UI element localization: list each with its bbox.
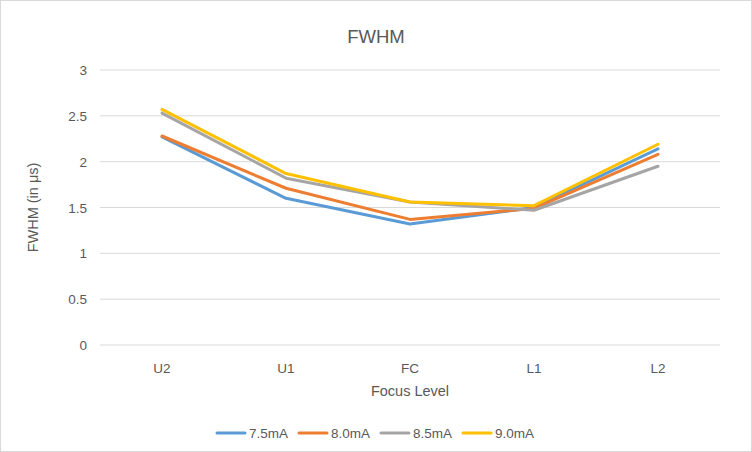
y-axis-title: FWHM (in μs) xyxy=(25,163,41,253)
y-tick-label: 2.5 xyxy=(68,109,87,124)
y-tick-label: 0 xyxy=(79,338,87,353)
x-axis xyxy=(100,345,720,346)
y-tick-label: 2 xyxy=(79,155,87,170)
plot-area xyxy=(162,109,658,224)
background xyxy=(1,1,752,452)
series-line xyxy=(162,113,658,210)
y-tick-label: 1 xyxy=(79,246,87,261)
y-tick-label: 0.5 xyxy=(68,292,87,307)
legend-swatch xyxy=(381,432,409,435)
legend-label: 7.5mA xyxy=(249,426,288,441)
chart: FWHM 0 0.5 1 1.5 2 2.5 3 U2 U1 FC L1 L2 Focus Level FW… xyxy=(0,0,752,452)
x-tick-label: FC xyxy=(401,361,419,376)
title: FWHM xyxy=(347,26,405,47)
x-tick-label: U1 xyxy=(277,361,294,376)
y-tick-label: 1.5 xyxy=(68,201,87,216)
grid-line xyxy=(100,115,720,116)
legend-label: 9.0mA xyxy=(495,426,534,441)
legend-swatch xyxy=(217,432,245,435)
grid-line xyxy=(100,253,720,254)
x-tick-label: L2 xyxy=(650,361,665,376)
legend-swatch xyxy=(299,432,327,435)
legend: 7.5mA 8.0mA 8.5mA 9.0mA xyxy=(217,426,534,441)
x-axis-title: Focus Level xyxy=(371,383,449,399)
grid-line xyxy=(100,299,720,300)
grid-line xyxy=(100,207,720,208)
x-tick-label: U2 xyxy=(153,361,170,376)
x-tick-label: L1 xyxy=(526,361,541,376)
legend-label: 8.0mA xyxy=(331,426,370,441)
y-tick-label: 3 xyxy=(79,63,87,78)
series-line xyxy=(162,109,658,205)
legend-label: 8.5mA xyxy=(413,426,452,441)
grid-line xyxy=(100,70,720,71)
legend-swatch xyxy=(463,432,491,435)
